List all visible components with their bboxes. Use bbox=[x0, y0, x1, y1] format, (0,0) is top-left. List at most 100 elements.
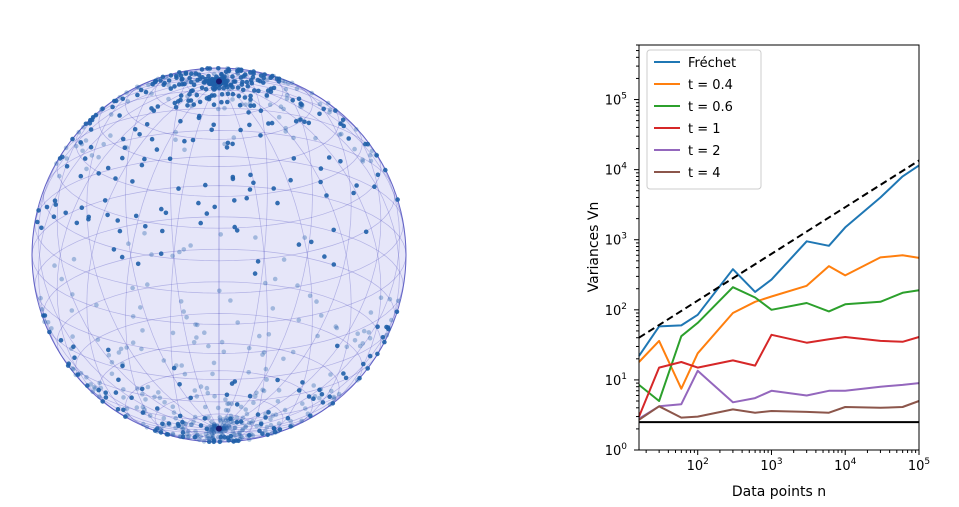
sphere-point bbox=[234, 420, 240, 425]
sphere-point bbox=[94, 302, 99, 308]
sphere-meridian-line bbox=[218, 81, 268, 442]
sphere-point bbox=[130, 314, 136, 319]
sphere-point bbox=[209, 419, 214, 425]
sphere-meridian-line bbox=[56, 77, 220, 430]
sphere-point bbox=[211, 424, 217, 429]
sphere-meridian-line bbox=[56, 80, 220, 433]
sphere-point bbox=[184, 431, 190, 437]
sphere-point bbox=[366, 330, 372, 335]
sphere-point bbox=[180, 426, 185, 432]
sphere-point bbox=[155, 426, 160, 431]
sphere-point bbox=[318, 166, 324, 171]
sphere-point bbox=[101, 141, 106, 147]
sphere-point bbox=[188, 243, 193, 248]
sphere-point bbox=[333, 108, 338, 113]
sphere-point bbox=[209, 432, 215, 438]
sphere-point bbox=[71, 256, 77, 262]
sphere-point bbox=[206, 435, 212, 441]
sphere-point bbox=[241, 74, 246, 79]
sphere-point bbox=[374, 153, 380, 158]
sphere-point bbox=[93, 112, 99, 118]
sphere-point bbox=[328, 372, 333, 377]
sphere-point bbox=[162, 400, 167, 405]
sphere-point bbox=[296, 242, 302, 247]
sphere-point bbox=[70, 292, 75, 297]
sphere-point bbox=[209, 431, 215, 437]
sphere-point bbox=[103, 390, 108, 396]
sphere-point bbox=[223, 418, 229, 423]
sphere-point bbox=[171, 365, 177, 371]
sphere-point bbox=[103, 395, 109, 400]
sphere-point bbox=[368, 158, 374, 164]
sphere-point bbox=[178, 299, 184, 304]
sphere-point bbox=[375, 172, 381, 178]
sphere-point bbox=[232, 198, 237, 203]
reference-line-dashed bbox=[638, 159, 920, 339]
sphere-point bbox=[378, 295, 384, 301]
sphere-point bbox=[234, 419, 239, 425]
sphere-point bbox=[269, 431, 275, 436]
sphere-point bbox=[265, 432, 271, 438]
sphere-point bbox=[186, 433, 191, 439]
sphere-point bbox=[222, 426, 227, 432]
sphere-point bbox=[72, 355, 77, 361]
sphere-meridian-line bbox=[218, 80, 407, 430]
sphere-point bbox=[210, 371, 215, 377]
sphere-point bbox=[64, 156, 70, 161]
sphere-point bbox=[270, 413, 276, 418]
sphere-point bbox=[204, 211, 210, 216]
sphere-point bbox=[252, 271, 258, 276]
sphere-point bbox=[206, 73, 211, 79]
sphere-point bbox=[319, 392, 325, 397]
sphere-point bbox=[334, 325, 340, 331]
sphere-point bbox=[82, 156, 88, 161]
sphere-point bbox=[226, 66, 231, 72]
sphere-point bbox=[158, 78, 163, 83]
reference-lines bbox=[638, 159, 920, 424]
sphere-point bbox=[180, 430, 186, 435]
sphere-point bbox=[71, 367, 76, 372]
sphere-point bbox=[225, 401, 230, 407]
sphere-point bbox=[331, 396, 337, 401]
sphere-point bbox=[248, 93, 253, 99]
sphere-point bbox=[280, 78, 286, 84]
sphere-point bbox=[312, 394, 318, 399]
sphere-point bbox=[158, 428, 164, 434]
sphere-point bbox=[382, 339, 387, 345]
x-tick-label: 103 bbox=[760, 457, 782, 474]
sphere-point bbox=[198, 384, 204, 389]
sphere-point bbox=[290, 349, 296, 355]
x-tick-label: 105 bbox=[908, 457, 930, 474]
sphere-point bbox=[170, 432, 176, 438]
sphere-point bbox=[75, 372, 81, 377]
sphere-point bbox=[140, 410, 146, 415]
sphere-point bbox=[75, 372, 81, 378]
sphere-point bbox=[180, 419, 185, 425]
sphere-point bbox=[243, 424, 249, 429]
sphere-point bbox=[170, 404, 176, 410]
sphere-point bbox=[206, 415, 211, 420]
sphere-point bbox=[317, 395, 322, 401]
sphere-point bbox=[152, 394, 157, 400]
sphere-point bbox=[225, 91, 231, 97]
sphere-point bbox=[225, 99, 230, 105]
sphere-point bbox=[269, 120, 275, 126]
sphere-latitude-line bbox=[98, 343, 340, 433]
sphere-point bbox=[249, 420, 254, 426]
sphere-point bbox=[193, 429, 198, 434]
sphere-meridian-line bbox=[218, 74, 352, 430]
sphere-point bbox=[64, 164, 70, 169]
sphere-point bbox=[322, 254, 327, 259]
sphere-point bbox=[281, 356, 286, 362]
sphere-point bbox=[357, 375, 362, 381]
sphere-point bbox=[80, 148, 85, 154]
legend-label: t = 0.6 bbox=[688, 100, 733, 115]
sphere-point bbox=[346, 136, 352, 141]
sphere-point bbox=[244, 195, 249, 201]
sphere-point bbox=[126, 241, 131, 246]
sphere-point bbox=[189, 422, 194, 428]
sphere-point bbox=[295, 283, 300, 288]
sphere-point bbox=[353, 127, 359, 132]
sphere-point bbox=[302, 235, 308, 240]
sphere-point bbox=[263, 280, 268, 286]
